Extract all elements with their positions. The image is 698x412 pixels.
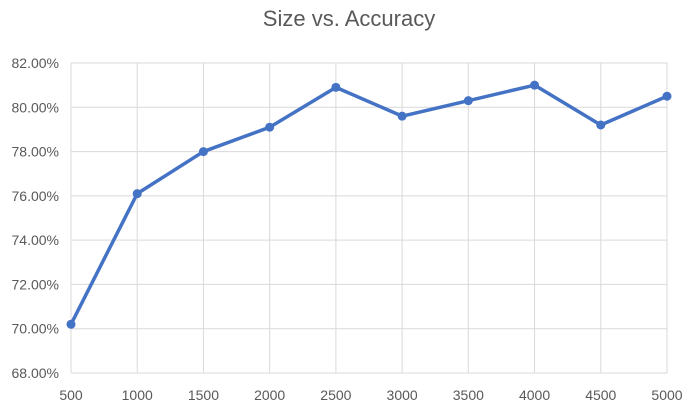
y-tick-label: 72.00% — [12, 276, 59, 292]
y-tick-label: 78.00% — [12, 144, 59, 160]
y-tick-label: 70.00% — [12, 321, 59, 337]
y-tick-label: 82.00% — [12, 55, 59, 71]
x-tick-label: 500 — [59, 387, 83, 403]
series-line-group — [66, 80, 672, 329]
data-point — [66, 319, 76, 329]
data-point — [530, 80, 540, 90]
y-axis-tick-labels: 68.00% 70.00% 72.00% 74.00% 76.00% 78.00% 80.0… — [12, 55, 59, 381]
x-tick-label: 5000 — [651, 387, 682, 403]
y-tick-label: 80.00% — [12, 99, 59, 115]
x-tick-label: 2500 — [320, 387, 351, 403]
x-tick-label: 1500 — [188, 387, 219, 403]
x-tick-label: 4500 — [585, 387, 616, 403]
data-point — [132, 189, 142, 199]
data-point — [397, 111, 407, 121]
y-tick-label: 74.00% — [12, 232, 59, 248]
x-tick-label: 3500 — [453, 387, 484, 403]
series-line — [69, 83, 668, 326]
x-tick-label: 1000 — [122, 387, 153, 403]
x-tick-label: 3000 — [387, 387, 418, 403]
data-point — [463, 96, 473, 106]
y-tick-label: 76.00% — [12, 188, 59, 204]
chart-title: Size vs. Accuracy — [262, 6, 436, 31]
x-tick-label: 2000 — [254, 387, 285, 403]
y-tick-label: 68.00% — [12, 365, 59, 381]
x-axis-tick-labels: 500 1000 1500 2000 2500 3000 3500 4000 4500 5000 — [59, 387, 682, 403]
data-point — [331, 82, 341, 92]
data-point — [265, 122, 275, 132]
data-point — [662, 91, 672, 101]
data-point — [198, 147, 208, 157]
data-point — [596, 120, 606, 130]
grid-lines — [70, 62, 668, 374]
x-tick-label: 4000 — [519, 387, 550, 403]
